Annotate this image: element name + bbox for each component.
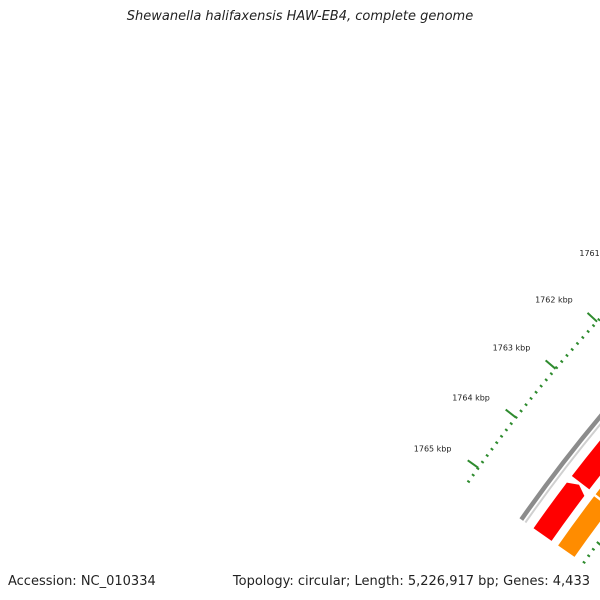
genome-backbone: [519, 413, 600, 521]
genome-backbone-shadow: [524, 423, 600, 524]
kbp-tick-10: [586, 312, 598, 323]
accession-label: Accession: NC_010334: [8, 574, 156, 589]
genome-summary-label: Topology: circular; Length: 5,226,917 bp…: [232, 574, 590, 589]
kbp-tick-label: 1764 kbp: [452, 393, 490, 402]
kbp-tick-13: [467, 459, 479, 469]
inner-tick-29: [597, 542, 600, 546]
reverse-gene-18: [595, 488, 600, 498]
kbp-tick-12: [505, 408, 517, 419]
kbp-tick-label: 1763 kbp: [493, 343, 531, 352]
forward-gene-17: [571, 440, 600, 490]
kbp-tick-label: 1765 kbp: [414, 445, 452, 454]
map-title: Shewanella halifaxensis HAW-EB4, complet…: [126, 9, 474, 24]
reverse-gene-19: [558, 496, 600, 557]
kbp-tick-11: [544, 359, 557, 370]
kbp-tick-label: 1761 kbp: [579, 249, 600, 258]
kbp-tick-label: 1762 kbp: [535, 295, 573, 304]
forward-gene-18: [533, 482, 585, 541]
ruler-outer-dots: [466, 316, 600, 484]
